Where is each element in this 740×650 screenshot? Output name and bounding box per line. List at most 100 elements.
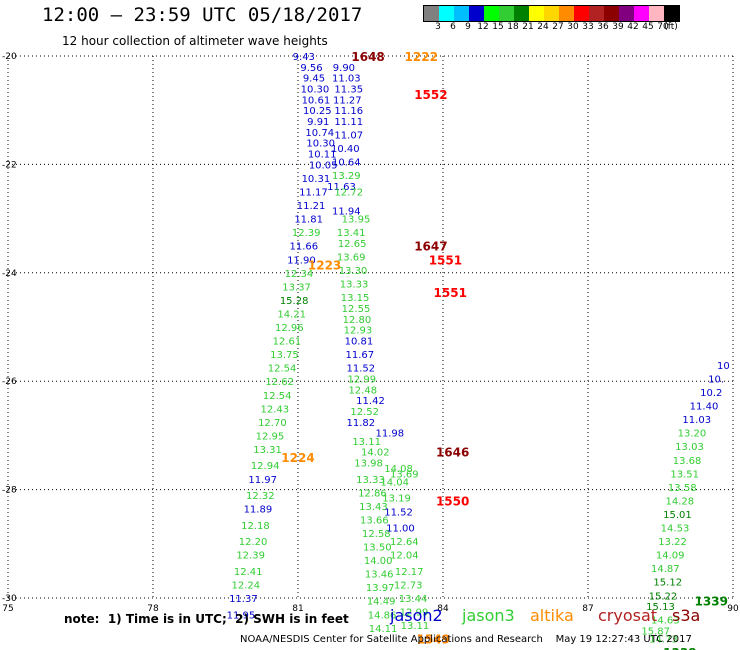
x-tick-label: 75: [2, 604, 13, 614]
wave-height-label: 11.40: [690, 402, 719, 413]
wave-height-label: 13.41: [337, 228, 366, 239]
wave-height-label: 10.40: [331, 144, 360, 155]
wave-height-label: 12.94: [251, 461, 280, 472]
time-label: 1647: [414, 240, 447, 254]
time-label: 1646: [436, 446, 469, 460]
time-label: 1222: [405, 50, 438, 64]
wave-height-label: 12.99: [347, 374, 376, 385]
time-labels: 1648 122215521647155112231551164612241550…: [281, 50, 728, 650]
wave-height-label: 12.73: [394, 580, 423, 591]
wave-height-label: 12.54: [263, 391, 292, 402]
wave-height-label: 12.99: [400, 608, 429, 619]
wave-height-label: 14.63: [651, 616, 680, 627]
wave-height-label: 11.21: [297, 201, 326, 212]
wave-height-label: 11.37: [229, 594, 258, 605]
wave-height-label: 15.87: [641, 627, 670, 638]
wave-height-label: 9.43: [293, 52, 315, 63]
color-swatch: [634, 6, 649, 21]
wave-height-label: 12.58: [362, 529, 391, 540]
wave-height-label: 11.52: [384, 507, 413, 518]
wave-height-label: 11.03: [682, 415, 711, 426]
wave-height-label: 13.98: [354, 459, 383, 470]
wave-height-label: 12.17: [395, 567, 424, 578]
legend-item-cryosat: cryosat: [598, 606, 658, 625]
color-swatch: [589, 6, 604, 21]
wave-height-label: 13.03: [675, 442, 704, 453]
color-swatch: [559, 6, 574, 21]
wave-height-label: 13.68: [673, 456, 702, 467]
wave-height-label: 14.21: [277, 309, 306, 320]
time-label: 1550: [436, 494, 469, 508]
color-scale-label: 21: [522, 22, 534, 32]
wave-height-label: 12.93: [344, 326, 373, 337]
color-scale-label: 33: [582, 22, 594, 32]
wave-height-label: 12.24: [231, 580, 260, 591]
wave-height-label: 11.52: [347, 364, 376, 375]
page-title: 12:00 — 23:59 UTC 05/18/2017: [42, 4, 363, 26]
legend-item-jason2: jason2: [390, 606, 443, 625]
wave-height-label: 13.33: [340, 280, 369, 291]
wave-height-label: 15.12: [653, 578, 682, 589]
wave-height-label: 12.04: [390, 551, 419, 562]
wave-height-label: 10: [717, 361, 730, 372]
color-scale-label: 15: [492, 22, 504, 32]
y-tick-label: -24: [2, 269, 17, 279]
wave-height-label: 13.69: [337, 253, 366, 264]
wave-height-label: 10.81: [345, 337, 374, 348]
wave-height-label: 11.90: [287, 255, 316, 266]
wave-height-label: 13.46: [365, 570, 394, 581]
wave-height-label: 10.64: [332, 158, 361, 169]
wave-height-label: 13.11: [401, 621, 430, 632]
wave-height-label: 14.09: [656, 551, 685, 562]
wave-height-label: 13.31: [253, 445, 282, 456]
wave-height-label: 12.39: [292, 228, 321, 239]
wave-height-label: 11.95: [227, 610, 256, 621]
y-tick-label: -20: [2, 52, 17, 62]
time-label: 1224: [281, 451, 314, 465]
time-label: 1549: [417, 633, 450, 647]
wave-height-label: 13.29: [332, 171, 361, 182]
time-label: 1549: [417, 633, 450, 647]
axis-ticks: 75 78 81 84 87 90 -20 -22 -24 -26 -28 -30: [2, 52, 739, 614]
wave-height-label: 13.69: [390, 469, 419, 480]
wave-height-label: 10.25: [303, 106, 332, 117]
wave-height-label: 9.91: [307, 117, 329, 128]
color-swatch: [604, 6, 619, 21]
wave-height-label: 11.07: [334, 131, 363, 142]
wave-height-label: 12.43: [260, 404, 289, 415]
wave-height-label: 15.28: [280, 296, 309, 307]
wave-height-label: 10.05: [309, 160, 338, 171]
wave-height-label: 12.41: [234, 567, 263, 578]
color-swatch: [499, 6, 514, 21]
color-scale-label: 12: [477, 22, 489, 32]
wave-height-label: 11.35: [334, 85, 363, 96]
wave-height-label: 12.54: [268, 364, 297, 375]
wave-height-label: 13.75: [270, 350, 299, 361]
wave-height-label: 12.18: [241, 521, 270, 532]
color-swatch: [484, 6, 499, 21]
wave-height-label: 12.64: [390, 537, 419, 548]
color-scale-label: 36: [597, 22, 609, 32]
color-swatch: [454, 6, 469, 21]
color-scale-label: 70: [657, 22, 669, 32]
wave-height-label: 11.11: [334, 117, 363, 128]
time-label: 1338: [663, 646, 696, 650]
wave-height-label: 10.31: [302, 174, 331, 185]
wave-height-label: 12.80: [343, 315, 372, 326]
time-label: 1648: [351, 50, 384, 64]
wave-height-label: 14.00: [364, 556, 393, 567]
wave-height-label: 11.66: [289, 242, 318, 253]
wave-height-label: 10.30: [306, 139, 335, 150]
wave-height-label: 11.89: [244, 505, 273, 516]
wave-height-label: 13.19: [382, 494, 411, 505]
wave-height-label: 12.72: [334, 188, 363, 199]
wave-height-label: 13.43: [359, 502, 388, 513]
color-scale-label: (ft): [664, 22, 678, 32]
x-tick-label: 87: [582, 604, 593, 614]
wave-height-label: 13.30: [339, 266, 368, 277]
color-scale-label: 6: [450, 22, 456, 32]
wave-height-labels: 9.439.569.4510.3010.6110.259.9110.7410.3…: [227, 52, 730, 646]
wave-height-label: 13.20: [678, 429, 707, 440]
color-swatch: [439, 6, 454, 21]
color-scale-label: 9: [465, 22, 471, 32]
